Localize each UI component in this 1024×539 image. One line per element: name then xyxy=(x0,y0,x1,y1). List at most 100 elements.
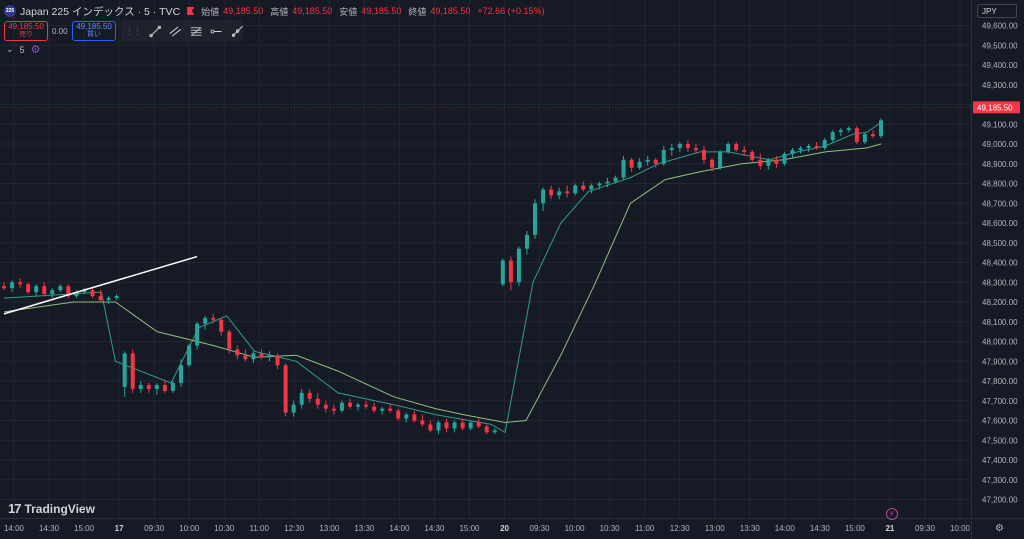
candle-body xyxy=(814,145,819,148)
candle-body xyxy=(549,189,554,196)
candle-layer xyxy=(2,118,883,435)
candle-body xyxy=(645,159,650,162)
candle-body xyxy=(372,406,377,411)
buy-button[interactable]: 49,185.50 買い xyxy=(72,21,116,41)
candle-body xyxy=(170,382,175,391)
buy-price: 49,185.50 xyxy=(76,21,112,31)
candle-body xyxy=(653,159,658,164)
y-tick-label: 49,300.00 xyxy=(982,81,1018,90)
candle-body xyxy=(388,408,393,411)
candle-body xyxy=(227,331,232,350)
candle-body xyxy=(613,177,618,182)
y-tick-label: 49,600.00 xyxy=(982,22,1018,31)
y-tick-label: 48,100.00 xyxy=(982,318,1018,327)
x-tick-label: 15:00 xyxy=(74,524,95,533)
indicator-toggle[interactable]: ⌄ 5 ⚙ xyxy=(6,43,40,56)
fib-retracement-tool-icon[interactable] xyxy=(190,24,202,39)
candle-body xyxy=(154,384,159,389)
candle-body xyxy=(347,402,352,407)
candle-body xyxy=(565,191,570,194)
candle-body xyxy=(50,290,55,295)
trade-panel: 49,185.50 売り 0.00 49,185.50 買い xyxy=(4,21,116,41)
x-tick-label: 17 xyxy=(115,524,124,533)
flag-icon[interactable] xyxy=(187,7,195,15)
candle-body xyxy=(557,191,562,196)
x-tick-label: 20 xyxy=(500,524,509,533)
lightning-icon[interactable]: ⚡ xyxy=(886,508,898,520)
chevron-down-icon[interactable]: ⌄ xyxy=(6,44,14,54)
y-tick-label: 47,500.00 xyxy=(982,436,1018,445)
x-tick-label: 10:00 xyxy=(179,524,200,533)
candle-body xyxy=(750,151,755,160)
candle-body xyxy=(870,134,875,137)
parallel-channel-tool-icon[interactable] xyxy=(169,24,182,39)
indicator-settings-icon[interactable]: ⚙ xyxy=(30,44,41,56)
x-tick-label: 14:00 xyxy=(389,524,410,533)
last-price-layer: 49,185.50 xyxy=(0,101,1020,114)
candle-body xyxy=(460,422,465,429)
y-tick-label: 47,600.00 xyxy=(982,417,1018,426)
change-value: +72.66 (+0.15%) xyxy=(477,6,545,16)
trend-line-tool-icon[interactable] xyxy=(149,24,161,39)
y-tick-label: 48,200.00 xyxy=(982,298,1018,307)
candle-body xyxy=(685,144,690,148)
candle-body xyxy=(187,345,192,366)
trendline-layer xyxy=(3,255,198,315)
y-tick-label: 48,400.00 xyxy=(982,259,1018,268)
candle-body xyxy=(774,159,779,164)
sell-button[interactable]: 49,185.50 売り xyxy=(4,21,48,41)
candle-body xyxy=(476,422,481,427)
symbol-title[interactable]: Japan 225 インデックス · 5 · TVC xyxy=(20,5,181,18)
candle-body xyxy=(766,159,771,166)
candle-body xyxy=(82,290,87,293)
symbol-logo-icon[interactable]: 225 xyxy=(4,5,16,17)
drawing-toolbar: ⋮⋮ xyxy=(121,20,243,42)
ray-tool-icon[interactable] xyxy=(231,24,243,39)
drag-handle-icon[interactable]: ⋮⋮ xyxy=(125,25,142,36)
x-tick-label: 09:30 xyxy=(915,524,936,533)
candle-body xyxy=(669,147,674,150)
candle-body xyxy=(203,317,208,324)
candle-body xyxy=(307,392,312,399)
candle-body xyxy=(259,353,264,358)
candle-body xyxy=(219,319,224,332)
axis-settings-icon[interactable]: ⚙ xyxy=(995,523,1004,534)
candle-body xyxy=(299,392,304,405)
y-tick-label: 49,100.00 xyxy=(982,120,1018,129)
grid-layer xyxy=(0,0,971,518)
candle-body xyxy=(162,384,167,391)
candle-body xyxy=(693,147,698,150)
candle-body xyxy=(822,140,827,148)
y-tick-label: 47,200.00 xyxy=(982,496,1018,505)
horizontal-ray-tool-icon[interactable] xyxy=(210,24,222,39)
x-tick-label: 10:00 xyxy=(565,524,586,533)
trend-line xyxy=(3,255,198,315)
high-label: 高値 xyxy=(270,6,289,17)
x-tick-label: 11:00 xyxy=(250,524,270,533)
x-tick-label: 12:30 xyxy=(670,524,691,533)
candle-body xyxy=(18,282,23,285)
currency-selector[interactable]: JPY xyxy=(977,4,1017,18)
candle-body xyxy=(420,420,425,425)
y-tick-label: 48,600.00 xyxy=(982,219,1018,228)
candle-body xyxy=(90,290,95,297)
candle-body xyxy=(26,284,31,293)
candle-body xyxy=(2,286,6,289)
candle-body xyxy=(597,183,602,186)
candle-body xyxy=(34,286,39,293)
y-tick-label: 48,900.00 xyxy=(982,160,1018,169)
candle-body xyxy=(291,404,296,413)
candle-body xyxy=(146,384,151,389)
y-tick-label: 49,000.00 xyxy=(982,140,1018,149)
candle-body xyxy=(179,365,184,383)
candle-body xyxy=(428,424,433,431)
candle-body xyxy=(581,185,586,190)
x-tick-label: 11:00 xyxy=(635,524,655,533)
time-axis: 14:00 14:30 15:00 17 09:30 10:00 10:30 11:00 12:… xyxy=(0,518,1024,533)
y-tick-label: 48,800.00 xyxy=(982,180,1018,189)
candle-body xyxy=(661,149,666,164)
tradingview-logo: 17 TradingView xyxy=(8,501,95,516)
moving-average-slow xyxy=(3,143,882,424)
candle-body xyxy=(798,147,803,150)
